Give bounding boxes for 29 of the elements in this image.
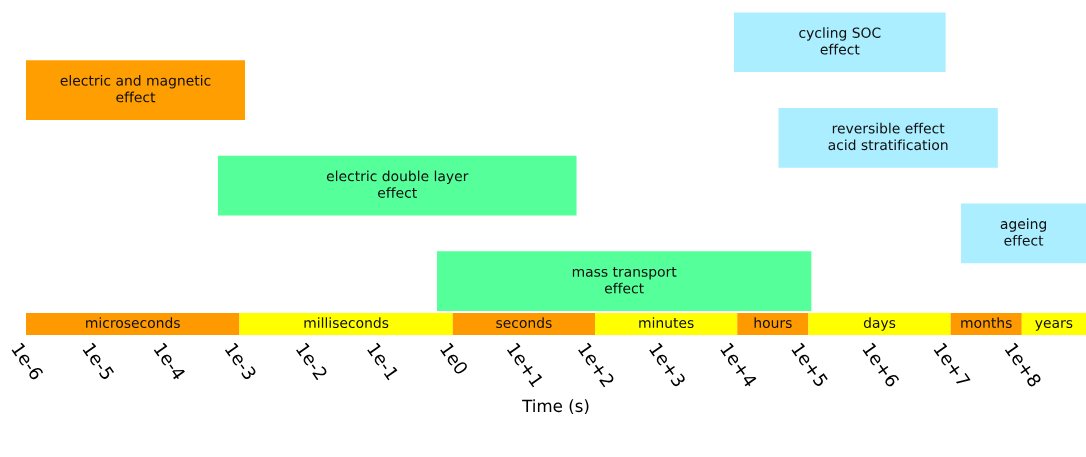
data-label: electric and magnetic effect [60,75,211,103]
data-label: electric double layer effect [326,170,469,198]
data-label: hours [754,317,792,329]
bar [436,251,812,311]
bar [26,313,240,335]
bar [778,107,998,168]
data-label: minutes [639,317,694,329]
bar [239,313,453,335]
data-label: seconds [496,317,552,329]
bar [961,203,1086,264]
data-label: reversible effect acid stratification [828,122,948,151]
bar [1021,313,1086,335]
x-axis-title: Time (s) [522,399,589,415]
data-label: microseconds [86,317,180,329]
data-label: milliseconds [304,317,389,329]
data-label: cycling SOC effect [799,27,881,55]
data-label: days [863,317,896,331]
data-label: years [1035,320,1073,331]
bar [734,12,946,73]
bar [595,313,738,335]
bar [808,313,951,335]
bar [452,313,596,335]
bar [950,313,1022,335]
bar [217,155,577,216]
bar [26,60,246,120]
data-label: months [961,317,1012,329]
data-label: mass transport effect [572,266,677,294]
data-label: ageing effect [1000,218,1047,246]
bar [737,313,809,335]
